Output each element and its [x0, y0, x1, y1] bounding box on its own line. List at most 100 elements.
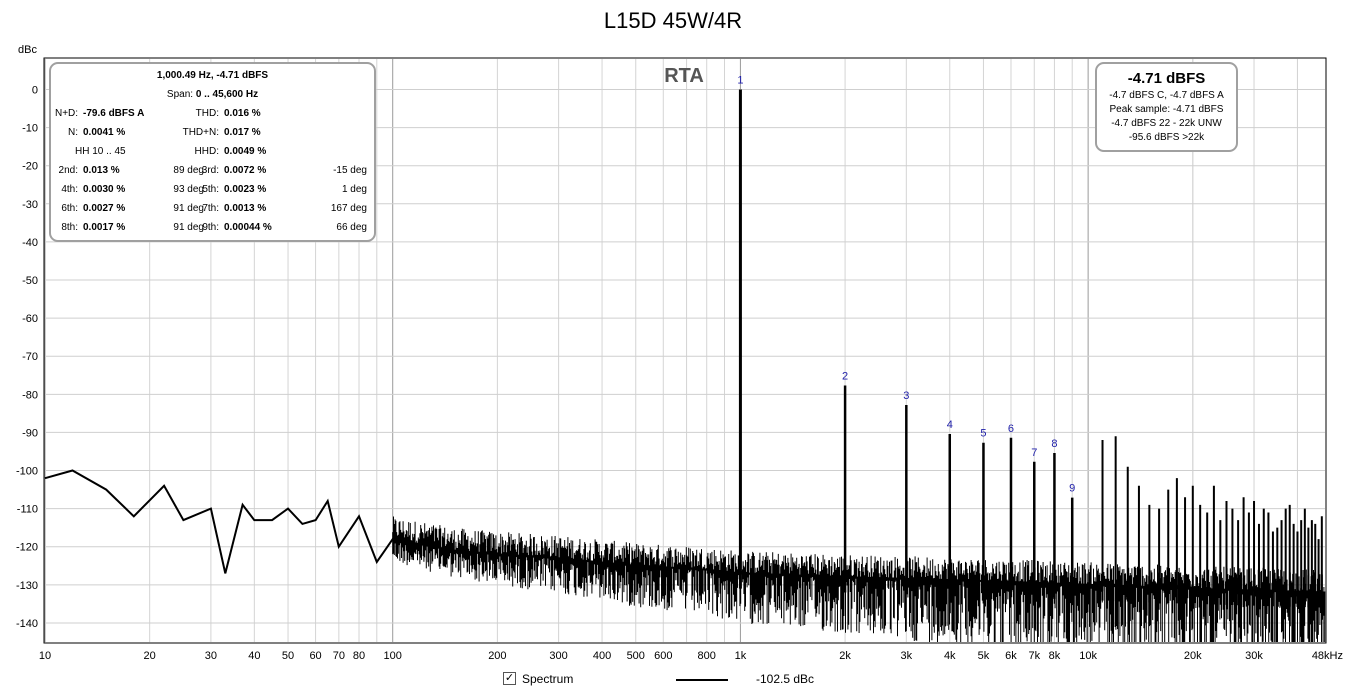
harmonic-peak-label: 6 [1008, 423, 1014, 435]
span-value: 0 .. 45,600 Hz [195, 89, 259, 100]
level-line: Peak sample: -4.71 dBFS [1109, 104, 1224, 115]
noise-floor [392, 516, 1326, 642]
x-tick-label: 30 [205, 650, 217, 662]
harmonic-peak-label: 3 [903, 390, 909, 402]
level-main: -4.71 dBFS [1127, 70, 1206, 87]
stats-header: 1,000.49 Hz, -4.71 dBFS [156, 70, 269, 81]
harmonic-value: 0.0027 % [83, 203, 126, 214]
x-tick-label: 8k [1049, 650, 1061, 662]
x-tick-label: 300 [549, 650, 567, 662]
x-tick-label: 200 [488, 650, 506, 662]
harmonic-label: 9th: [202, 222, 219, 233]
harmonic-peak-label: 5 [980, 428, 986, 440]
harmonic-phase: 93 deg [173, 184, 204, 195]
n-value: 0.0041 % [83, 127, 126, 138]
harmonic-label: 4th: [61, 184, 78, 195]
spectrum-line [44, 469, 1326, 594]
legend-label: Spectrum [522, 672, 574, 686]
y-unit-label: dBc [18, 44, 37, 56]
harmonic-phase: -15 deg [333, 165, 367, 176]
harmonic-value: 0.013 % [83, 165, 120, 176]
n-label: N: [68, 127, 78, 138]
x-tick-label: 4k [944, 650, 956, 662]
x-tick-label: 400 [593, 650, 611, 662]
x-tick-label: 100 [384, 650, 402, 662]
thd-label: THD: [195, 108, 219, 119]
x-tick-label: 40 [248, 650, 260, 662]
x-tick-label: 50 [282, 650, 294, 662]
harmonic-peak-label: 2 [842, 371, 848, 383]
harmonic-label: 3rd: [201, 165, 219, 176]
harmonic-peak-label: 8 [1051, 438, 1057, 450]
harmonic-label: 6th: [61, 203, 78, 214]
x-tick-labels: 10 20 30 40 50 60 70 80 100 200 300 400 500 600 800 1k 2… [39, 650, 1343, 662]
harmonic-phase: 66 deg [336, 222, 367, 233]
chart-title: L15D 45W/4R [603, 8, 743, 33]
legend-line-swatch [676, 679, 728, 681]
x-tick-label: 60 [309, 650, 321, 662]
hhd-label: HHD: [194, 146, 219, 157]
x-tick-label: 20 [144, 650, 156, 662]
y-tick-label: 0 [32, 84, 38, 96]
harmonic-label: 2nd: [58, 165, 78, 176]
nd-label: N+D: [55, 108, 79, 119]
harmonic-peak-label: 1 [737, 74, 743, 86]
harmonic-peak-label: 9 [1069, 483, 1075, 495]
x-tick-label: 600 [654, 650, 672, 662]
harmonic-value: 0.0072 % [224, 165, 267, 176]
harmonic-label: 8th: [61, 222, 78, 233]
y-tick-label: -60 [22, 313, 38, 325]
y-tick-labels: 0 -10 -20 -30 -40 -50 -60 -70 -80 -90 -100 -110 -120… [16, 84, 38, 629]
span-label: Span: [166, 89, 196, 100]
y-tick-label: -30 [22, 199, 38, 211]
harmonic-value: 0.0030 % [83, 184, 126, 195]
spectrum-checkbox[interactable]: ✓ [503, 672, 516, 685]
harmonic-peak-labels: 1 2 3 4 5 6 7 8 9 [737, 74, 1075, 494]
y-tick-label: -40 [22, 237, 38, 249]
harmonic-peaks [738, 89, 1074, 600]
harmonic-phase: 91 deg [173, 222, 204, 233]
y-tick-label: -130 [16, 580, 38, 592]
harmonic-phase: 91 deg [173, 203, 204, 214]
higher-harmonic-peaks [1101, 436, 1323, 608]
harmonic-value: 0.0023 % [224, 184, 267, 195]
harmonic-phase: 167 deg [330, 203, 367, 214]
noise-trace [392, 516, 1326, 642]
legend-value: -102.5 dBc [756, 672, 815, 686]
harmonic-phase: 1 deg [341, 184, 367, 195]
thdn-label: THD+N: [182, 127, 219, 138]
y-tick-label: -100 [16, 466, 38, 478]
rta-label: RTA [664, 65, 704, 87]
harmonic-phase: 89 deg [173, 165, 204, 176]
y-tick-label: -140 [16, 618, 38, 630]
level-line: -4.7 dBFS 22 - 22k UNW [1111, 118, 1222, 129]
y-tick-label: -80 [22, 389, 38, 401]
level-line: -4.7 dBFS C, -4.7 dBFS A [1109, 90, 1224, 101]
x-tick-label: 20k [1184, 650, 1202, 662]
x-tick-label: 80 [353, 650, 365, 662]
harmonic-label: 5th: [202, 184, 219, 195]
y-tick-label: -50 [22, 275, 38, 287]
y-tick-label: -20 [22, 161, 38, 173]
y-tick-label: -10 [22, 123, 38, 135]
level-line: -95.6 dBFS >22k [1128, 132, 1205, 143]
x-tick-label: 2k [839, 650, 851, 662]
x-tick-label: 500 [627, 650, 645, 662]
y-tick-label: -70 [22, 351, 38, 363]
x-tick-label: 70 [333, 650, 345, 662]
harmonic-peak-label: 4 [947, 419, 953, 431]
hh-range-label: HH 10 .. 45 [75, 146, 126, 157]
y-tick-label: -90 [22, 427, 38, 439]
x-tick-label: 10 [39, 650, 51, 662]
x-tick-label: 30k [1245, 650, 1263, 662]
harmonic-value: 0.0017 % [83, 222, 126, 233]
y-tick-label: -110 [17, 504, 38, 516]
y-tick-label: -120 [16, 542, 38, 554]
harmonic-peak-label: 7 [1031, 447, 1037, 459]
x-tick-label: 48kHz [1312, 650, 1343, 662]
legend: ✓ Spectrum -102.5 dBc [0, 670, 1346, 692]
x-tick-label: 5k [978, 650, 990, 662]
hhd-value: 0.0049 % [224, 146, 267, 157]
x-tick-label: 3k [901, 650, 913, 662]
x-tick-label: 7k [1028, 650, 1040, 662]
